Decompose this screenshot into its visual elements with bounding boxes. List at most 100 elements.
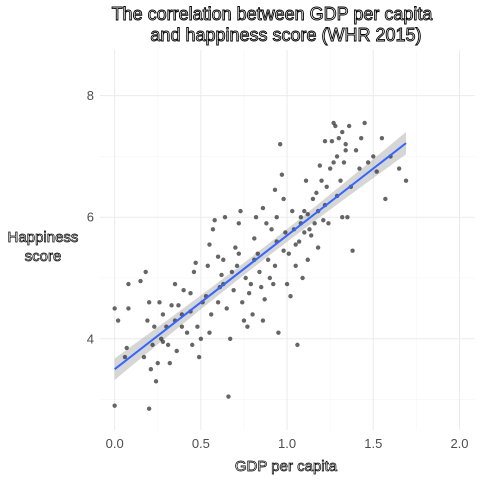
chart-title-line-2: and happiness score (WHR 2015) bbox=[150, 25, 421, 45]
data-point bbox=[152, 324, 157, 329]
data-point bbox=[155, 360, 160, 366]
data-point bbox=[143, 269, 148, 275]
y-tick-label: 6 bbox=[87, 210, 94, 225]
data-point bbox=[195, 324, 200, 329]
data-points bbox=[112, 120, 409, 411]
data-point bbox=[295, 342, 300, 348]
data-point bbox=[329, 139, 335, 144]
data-point bbox=[303, 178, 309, 183]
data-point bbox=[191, 269, 197, 275]
x-tick-label: 1.5 bbox=[364, 436, 382, 451]
data-point bbox=[160, 339, 166, 345]
data-point bbox=[334, 154, 340, 159]
data-point bbox=[371, 154, 376, 159]
data-point bbox=[165, 342, 171, 348]
data-point bbox=[260, 205, 266, 211]
data-point bbox=[215, 300, 221, 305]
data-point bbox=[215, 254, 221, 259]
y-tick-label: 4 bbox=[87, 331, 94, 346]
y-axis-label-line-1: Happiness bbox=[8, 229, 79, 246]
data-point bbox=[207, 242, 212, 247]
data-point bbox=[248, 281, 254, 287]
data-point bbox=[179, 324, 185, 329]
data-point bbox=[209, 312, 214, 317]
data-point bbox=[146, 406, 152, 411]
x-tick-label: 1.0 bbox=[278, 436, 296, 451]
data-point bbox=[340, 215, 345, 220]
data-point bbox=[305, 211, 310, 217]
data-point bbox=[274, 215, 279, 220]
data-point bbox=[255, 251, 260, 256]
data-point bbox=[272, 263, 278, 269]
data-point bbox=[234, 263, 240, 269]
trend-line bbox=[114, 142, 407, 370]
data-point bbox=[160, 312, 166, 317]
data-point bbox=[184, 330, 190, 335]
data-point bbox=[124, 345, 129, 351]
data-point bbox=[224, 306, 229, 311]
data-point bbox=[336, 135, 341, 141]
data-point bbox=[148, 367, 154, 372]
data-point bbox=[264, 221, 269, 226]
data-point bbox=[233, 245, 238, 250]
data-point bbox=[350, 248, 355, 253]
data-point bbox=[288, 294, 293, 299]
data-point bbox=[241, 318, 247, 323]
data-point bbox=[302, 208, 307, 214]
data-point bbox=[312, 221, 317, 226]
data-point bbox=[309, 233, 314, 238]
data-point bbox=[276, 330, 281, 335]
data-point bbox=[150, 342, 155, 348]
tick-labels: 0.0 0.5 1.0 1.5 2.0 4 6 8 bbox=[87, 88, 469, 451]
data-point bbox=[259, 284, 264, 290]
data-point bbox=[307, 227, 312, 232]
data-point bbox=[252, 236, 257, 241]
data-point bbox=[396, 166, 402, 171]
data-point bbox=[362, 120, 367, 126]
data-point bbox=[141, 354, 147, 360]
data-point bbox=[314, 190, 319, 196]
data-point bbox=[138, 278, 143, 284]
data-point bbox=[236, 251, 241, 256]
data-point bbox=[343, 148, 348, 153]
data-point bbox=[302, 230, 307, 235]
data-point bbox=[346, 123, 352, 129]
data-point bbox=[126, 306, 131, 311]
data-point bbox=[253, 215, 259, 220]
data-point bbox=[272, 187, 278, 193]
data-point bbox=[145, 318, 150, 323]
data-point bbox=[236, 221, 241, 226]
data-point bbox=[321, 218, 326, 223]
data-point bbox=[265, 257, 271, 262]
data-point bbox=[153, 379, 159, 384]
data-point bbox=[293, 242, 298, 247]
data-point bbox=[188, 291, 193, 296]
data-point bbox=[231, 287, 236, 293]
data-point bbox=[221, 257, 226, 262]
data-point bbox=[210, 227, 216, 232]
data-point bbox=[260, 318, 266, 323]
data-point bbox=[374, 169, 379, 174]
data-point bbox=[338, 178, 343, 183]
data-point bbox=[290, 208, 295, 214]
data-point bbox=[359, 135, 364, 141]
data-point bbox=[205, 263, 210, 269]
data-point bbox=[169, 303, 174, 308]
data-point bbox=[219, 272, 224, 278]
data-point bbox=[298, 215, 304, 220]
data-point bbox=[176, 303, 181, 308]
regression-line bbox=[114, 142, 407, 370]
data-point bbox=[174, 348, 179, 354]
data-point bbox=[340, 129, 345, 135]
data-point bbox=[324, 184, 329, 189]
data-point bbox=[250, 312, 255, 317]
data-point bbox=[293, 263, 298, 269]
data-point bbox=[379, 135, 385, 141]
data-point bbox=[341, 160, 347, 165]
data-point bbox=[112, 306, 117, 311]
data-point bbox=[403, 178, 409, 183]
data-point bbox=[281, 196, 286, 202]
data-point bbox=[172, 281, 178, 287]
data-point bbox=[331, 160, 336, 165]
